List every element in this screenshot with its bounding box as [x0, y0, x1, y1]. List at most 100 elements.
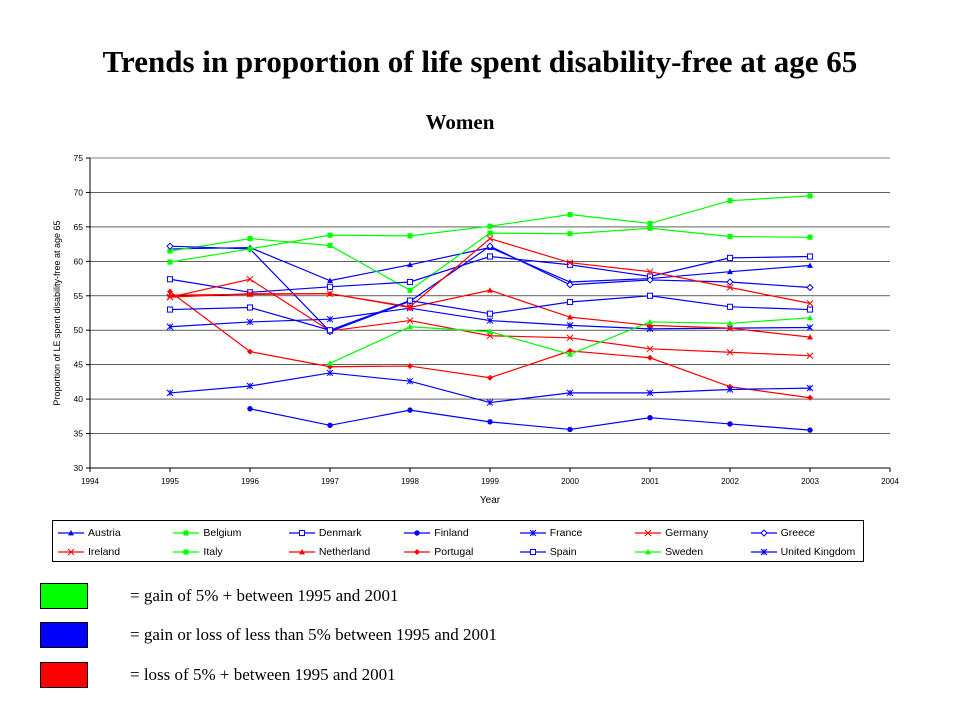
legend-swatch — [750, 548, 777, 555]
legend-swatch — [173, 529, 200, 536]
data-point — [326, 369, 334, 377]
data-point — [645, 548, 652, 554]
data-point — [646, 276, 654, 284]
series-spain — [166, 292, 814, 334]
legend-swatch — [288, 529, 315, 536]
legend-label: Finland — [434, 526, 469, 539]
legend-swatch — [404, 548, 431, 555]
legend-swatch — [750, 528, 777, 537]
series-layer — [166, 193, 814, 433]
legend-item: Netherland — [288, 542, 403, 561]
key-text-gain: = gain of 5% + between 1995 and 2001 — [130, 586, 399, 605]
data-point — [326, 315, 334, 323]
y-tick-label: 50 — [74, 325, 84, 335]
data-point — [566, 259, 574, 267]
x-tick-label: 2003 — [801, 477, 819, 486]
blue-key-swatch — [40, 622, 88, 648]
data-point — [487, 230, 493, 236]
legend-item: Portugal — [403, 542, 518, 561]
data-point — [486, 235, 494, 242]
data-point — [529, 529, 537, 536]
data-point — [327, 277, 333, 284]
legend-item: Germany — [634, 523, 749, 542]
legend-item: Belgium — [172, 523, 287, 542]
data-point — [759, 528, 768, 537]
data-point — [727, 421, 733, 427]
data-point — [407, 261, 413, 268]
y-tick-label: 60 — [74, 256, 84, 266]
data-point — [566, 389, 574, 397]
red-key-swatch — [40, 662, 88, 688]
x-tick-label: 1997 — [321, 477, 339, 486]
y-tick-label: 45 — [74, 360, 84, 370]
legend-label: Greece — [780, 526, 815, 539]
data-point — [529, 548, 536, 555]
data-point — [487, 419, 493, 425]
series-line — [169, 255, 811, 293]
data-point — [247, 348, 253, 355]
legend-label: Netherland — [318, 545, 371, 558]
green-key-swatch — [40, 583, 88, 609]
x-tick-label: 1996 — [241, 477, 259, 486]
legend-swatch — [519, 529, 546, 536]
data-point — [487, 328, 493, 334]
data-point — [567, 231, 573, 237]
chart-legend: Austria Belgium Denmark Finland France German… — [52, 520, 864, 562]
data-point — [167, 288, 173, 295]
key-text-stable: = gain or loss of less than 5% between 1… — [130, 625, 497, 644]
data-point — [487, 287, 493, 293]
data-point — [407, 233, 413, 239]
data-point — [486, 310, 494, 317]
y-tick-label: 35 — [74, 429, 84, 439]
y-tick-label: 75 — [74, 153, 84, 163]
line-chart: 30 35 40 45 50 55 60 65 70 75 1994 1995 1996 1997 1998… — [52, 153, 899, 506]
data-point — [246, 275, 254, 283]
data-point — [406, 278, 414, 286]
data-point — [414, 548, 421, 555]
data-point — [727, 268, 733, 275]
legend-swatch — [404, 529, 431, 536]
y-tick-label: 40 — [74, 394, 84, 404]
legend-grid: Austria Belgium Denmark Finland France German… — [57, 523, 865, 561]
data-point — [486, 242, 494, 250]
data-point — [298, 548, 305, 554]
data-point — [326, 283, 334, 290]
legend-label: Portugal — [434, 545, 474, 558]
legend-swatch — [173, 548, 200, 555]
x-tick-label: 1998 — [401, 477, 419, 486]
data-point — [806, 283, 814, 292]
data-point — [327, 360, 333, 366]
legend-item: Italy — [172, 542, 287, 561]
data-point — [806, 300, 814, 307]
data-point — [727, 320, 733, 326]
key-row-gain: = gain of 5% + between 1995 and 2001 — [40, 581, 398, 611]
data-point — [567, 351, 573, 357]
legend-label: France — [549, 526, 583, 539]
data-point — [727, 325, 733, 331]
data-point — [247, 291, 253, 297]
data-point — [807, 334, 813, 340]
data-point — [567, 211, 573, 218]
key-row-loss: = loss of 5% + between 1995 and 2001 — [40, 660, 396, 690]
legend-swatch — [58, 529, 84, 535]
data-point — [726, 284, 734, 291]
data-point — [487, 223, 493, 229]
y-tick-label: 55 — [74, 291, 84, 301]
legend-label: United Kingdom — [780, 545, 856, 558]
data-point — [326, 327, 334, 334]
data-point — [807, 193, 813, 199]
x-tick-label: 2002 — [721, 477, 739, 486]
series-line — [249, 408, 811, 431]
data-point — [247, 236, 253, 242]
data-point — [486, 317, 494, 324]
data-point — [486, 399, 494, 406]
chart-subtitle: Women — [425, 110, 495, 134]
data-point — [166, 389, 174, 397]
legend-swatch — [635, 548, 662, 554]
data-point — [247, 406, 253, 412]
data-point — [647, 318, 653, 325]
key-text-loss: = loss of 5% + between 1995 and 2001 — [130, 665, 396, 684]
data-point — [247, 246, 253, 252]
data-point — [807, 314, 813, 321]
series-united-kingdom — [166, 369, 814, 406]
